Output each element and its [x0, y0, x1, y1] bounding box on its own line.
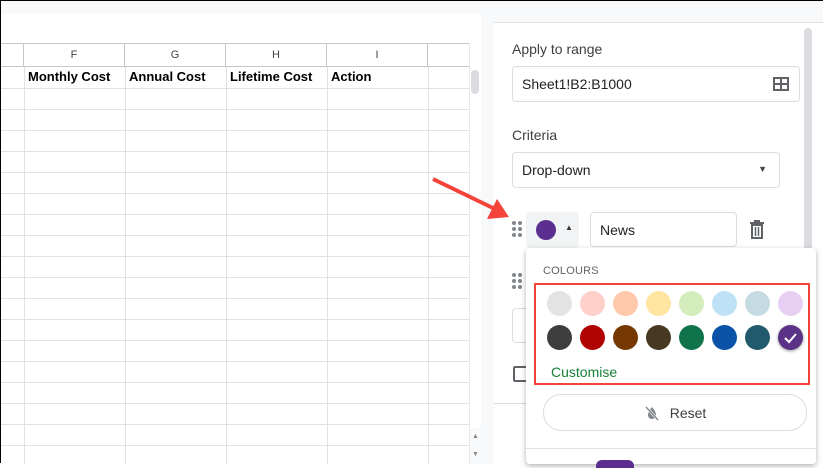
row-line: [1, 445, 469, 446]
criteria-label: Criteria: [512, 127, 558, 143]
column-line: [24, 67, 25, 464]
column-header-H[interactable]: H: [226, 44, 327, 67]
option-value: News: [600, 221, 636, 238]
color-swatch[interactable]: [580, 325, 605, 350]
cell-annual-cost[interactable]: Annual Cost: [129, 69, 206, 84]
sheet-scrollbar-thumb[interactable]: [471, 70, 479, 94]
row-line: [1, 403, 469, 404]
column-header-I[interactable]: I: [327, 44, 428, 67]
color-swatch[interactable]: [745, 325, 770, 350]
color-swatch[interactable]: [778, 291, 803, 316]
column-header-E[interactable]: [1, 44, 24, 67]
colours-label: COLOURS: [543, 265, 599, 277]
row-line: [1, 130, 469, 131]
scroll-down-icon[interactable]: ▼: [470, 446, 481, 464]
cell-lifetime-cost[interactable]: Lifetime Cost: [230, 69, 313, 84]
drag-handle-icon[interactable]: [512, 221, 522, 237]
row-line: [1, 235, 469, 236]
apply-to-range-label: Apply to range: [512, 41, 603, 57]
color-swatch[interactable]: [646, 325, 671, 350]
color-swatch[interactable]: [580, 291, 605, 316]
customise-link[interactable]: Customise: [551, 364, 618, 380]
color-swatch[interactable]: [712, 325, 737, 350]
reset-label: Reset: [669, 404, 707, 421]
selected-color-swatch: [536, 220, 556, 240]
row-line: [1, 172, 469, 173]
row-line: [1, 340, 469, 341]
row-line: [1, 319, 469, 320]
row-line: [1, 256, 469, 257]
column-line: [428, 67, 429, 464]
panel-header: [494, 1, 823, 23]
cell-action[interactable]: Action: [331, 69, 372, 84]
row-line: [1, 277, 469, 278]
toolbar-strip: [1, 1, 481, 14]
row-line: [1, 382, 469, 383]
row-line: [1, 109, 469, 110]
row-line: [1, 214, 469, 215]
divider: [494, 403, 526, 404]
color-preview-chip: [596, 460, 634, 468]
color-swatch[interactable]: [646, 291, 671, 316]
spreadsheet-grid[interactable]: [1, 14, 469, 464]
chevron-down-icon: ▼: [758, 164, 767, 174]
panel-gutter: [481, 1, 494, 464]
column-line: [327, 67, 328, 464]
highlight-box: [534, 283, 810, 385]
color-picker-button[interactable]: ▲: [526, 212, 579, 248]
panel-scrollbar[interactable]: [804, 28, 812, 403]
color-swatch[interactable]: [712, 291, 737, 316]
drag-handle-icon-2[interactable]: [512, 273, 522, 289]
reset-button[interactable]: Reset: [543, 394, 807, 431]
criteria-select[interactable]: Drop-down ▼: [512, 152, 780, 188]
option-input[interactable]: News: [590, 212, 737, 247]
row-line: [1, 361, 469, 362]
row-line: [1, 298, 469, 299]
color-swatch[interactable]: [613, 325, 638, 350]
range-value: Sheet1!B2:B1000: [522, 76, 632, 92]
chevron-up-icon: ▲: [565, 223, 573, 232]
check-icon: [784, 333, 797, 344]
color-swatch[interactable]: [778, 325, 803, 350]
grid-select-icon[interactable]: [773, 77, 789, 91]
cell-monthly-cost[interactable]: Monthly Cost: [28, 69, 111, 84]
criteria-value: Drop-down: [522, 162, 591, 178]
column-header-G[interactable]: G: [125, 44, 226, 67]
scroll-up-icon[interactable]: ▲: [470, 428, 481, 446]
column-line: [125, 67, 126, 464]
row-line: [1, 424, 469, 425]
row-line: [1, 88, 469, 89]
color-swatch[interactable]: [679, 291, 704, 316]
range-input[interactable]: Sheet1!B2:B1000: [512, 66, 800, 102]
row-line: [1, 193, 469, 194]
popup-divider: [526, 448, 816, 449]
column-header-row: F G H I: [1, 43, 469, 67]
row-line: [1, 151, 469, 152]
color-swatch[interactable]: [679, 325, 704, 350]
color-swatch[interactable]: [547, 325, 572, 350]
format-color-reset-icon: [644, 405, 659, 421]
color-swatch[interactable]: [745, 291, 770, 316]
color-swatch[interactable]: [613, 291, 638, 316]
trash-icon[interactable]: [749, 220, 765, 239]
column-line: [226, 67, 227, 464]
sheet-scrollbar[interactable]: [469, 43, 481, 464]
annotation-arrow: [432, 177, 509, 219]
color-swatch[interactable]: [547, 291, 572, 316]
column-header-F[interactable]: F: [24, 44, 125, 67]
